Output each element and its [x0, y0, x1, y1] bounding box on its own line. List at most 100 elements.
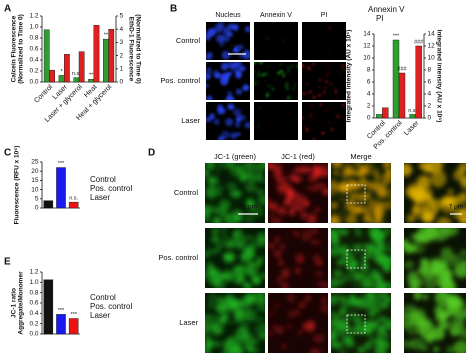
blob	[418, 191, 433, 202]
blob	[376, 186, 387, 199]
blob	[461, 309, 466, 318]
blob	[205, 168, 210, 178]
blob	[206, 301, 215, 310]
blob	[293, 231, 300, 237]
y-tick-label: 0	[367, 115, 371, 122]
blob	[322, 91, 326, 94]
micrograph-bg	[302, 102, 346, 140]
scale-bar-label: 7 µm	[449, 204, 464, 211]
blob	[206, 116, 212, 123]
blob	[273, 250, 282, 258]
bar	[392, 39, 400, 119]
blob	[355, 192, 367, 203]
blob	[328, 121, 331, 124]
blob	[348, 293, 356, 300]
blob	[206, 66, 212, 72]
blob	[243, 163, 255, 171]
micrograph-bg	[254, 22, 298, 60]
blob	[227, 334, 239, 345]
blob	[289, 300, 293, 303]
y-tick-label: 1.0	[29, 24, 38, 31]
blobs	[266, 22, 285, 42]
blob	[413, 308, 427, 323]
legend-entry: Annexin V	[368, 5, 405, 14]
blob	[256, 171, 264, 178]
blob	[368, 296, 379, 309]
blob	[436, 303, 451, 319]
blob	[319, 169, 328, 178]
blob	[375, 347, 387, 353]
blob	[347, 191, 358, 203]
blob	[404, 239, 410, 249]
blob	[371, 322, 379, 330]
blob	[216, 169, 221, 175]
blob	[302, 196, 307, 200]
y-tick-label: 25	[31, 159, 39, 166]
column-header: Merge	[350, 152, 371, 161]
blob	[298, 166, 304, 171]
bar	[43, 279, 54, 335]
blob	[342, 104, 345, 107]
y-tick-label: 0.2	[29, 320, 38, 327]
blob	[342, 335, 349, 342]
blob	[411, 284, 419, 288]
blob	[279, 216, 284, 219]
blob	[254, 70, 256, 73]
panel-label: C	[4, 148, 11, 159]
blob	[241, 176, 247, 181]
blob	[211, 228, 219, 235]
blob	[302, 234, 309, 241]
bar	[43, 29, 50, 83]
x-tick-label: Laser	[403, 119, 421, 137]
blob	[302, 92, 305, 96]
blob	[373, 216, 383, 223]
blob	[255, 347, 261, 353]
blob	[244, 26, 250, 33]
blob	[285, 86, 289, 90]
y-axis-title: JC-1 ratio	[11, 288, 18, 318]
blob	[404, 163, 413, 177]
scale-bar-label: 30 µm	[229, 45, 246, 51]
y-tick-label: 0.6	[29, 46, 38, 53]
y-tick-label: 12	[363, 43, 371, 50]
blob	[293, 310, 300, 316]
blob	[331, 277, 342, 287]
micrograph	[268, 228, 328, 288]
blob	[421, 237, 431, 245]
blob	[292, 87, 295, 90]
legend-entry: PI	[376, 14, 384, 23]
blob	[228, 320, 235, 325]
blob	[205, 185, 218, 199]
blob	[215, 245, 223, 253]
column-header: Annexin V	[260, 12, 292, 19]
blob	[216, 107, 226, 115]
blob	[366, 245, 378, 260]
blob	[269, 213, 274, 218]
blob	[239, 65, 246, 72]
blob	[245, 181, 257, 193]
blob	[320, 164, 327, 169]
blob	[205, 314, 212, 326]
blob	[308, 67, 311, 71]
micrograph	[205, 228, 265, 288]
blob	[302, 228, 307, 233]
blob	[254, 308, 259, 314]
blob	[319, 260, 324, 265]
y-tick-label: 1.2	[29, 13, 38, 20]
micrograph	[302, 22, 346, 60]
column-header: PI	[321, 12, 328, 19]
blob	[287, 310, 295, 319]
blob	[268, 242, 276, 250]
legend-entry: Pos. control	[90, 184, 132, 193]
blob	[288, 208, 295, 216]
blobs	[302, 62, 346, 99]
blob	[241, 278, 246, 284]
blob	[355, 230, 363, 237]
blob	[235, 121, 241, 128]
blob	[209, 236, 219, 243]
blob	[433, 346, 440, 353]
blob	[227, 103, 235, 110]
blob	[205, 272, 214, 283]
blob	[318, 93, 321, 97]
blob	[205, 347, 212, 353]
